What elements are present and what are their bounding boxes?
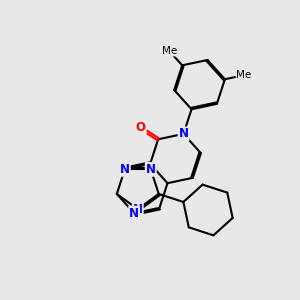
- Text: N: N: [146, 163, 156, 176]
- Text: Me: Me: [236, 70, 251, 80]
- Text: N: N: [129, 207, 139, 220]
- Text: N: N: [133, 203, 143, 216]
- Text: Me: Me: [162, 46, 177, 56]
- Text: N: N: [120, 163, 130, 176]
- Text: O: O: [136, 122, 146, 134]
- Text: N: N: [178, 128, 188, 140]
